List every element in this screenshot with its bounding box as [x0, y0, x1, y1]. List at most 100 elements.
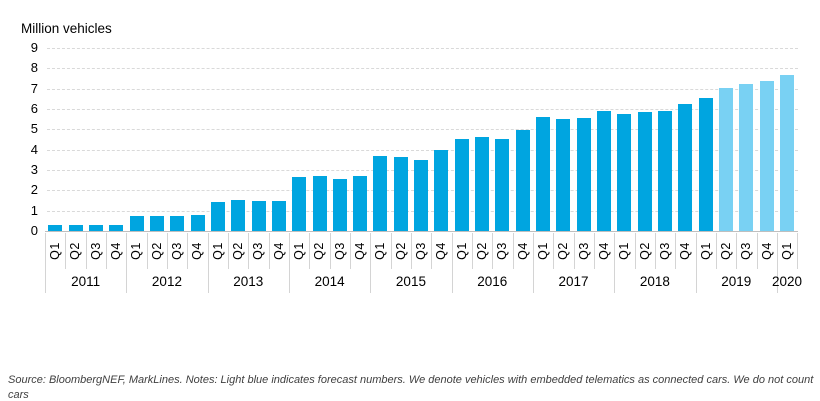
quarter-label-cell: Q4 [269, 234, 289, 268]
year-separator [126, 233, 128, 293]
quarter-label: Q4 [190, 242, 205, 260]
quarter-label-cell: Q4 [513, 234, 533, 268]
quarter-label: Q1 [129, 242, 144, 260]
quarter-label-cell: Q3 [167, 234, 187, 268]
quarter-separator [85, 233, 87, 269]
quarter-label: Q3 [495, 242, 510, 260]
quarter-label-cell: Q2 [472, 234, 492, 268]
quarter-label-cell: Q3 [492, 234, 512, 268]
quarter-label: Q4 [678, 242, 693, 260]
quarter-separator [471, 233, 473, 269]
quarter-label: Q4 [515, 242, 530, 260]
quarter-label-cell: Q2 [553, 234, 573, 268]
quarter-separator [715, 233, 717, 269]
y-axis-tick-label: 5 [30, 121, 38, 137]
quarter-label-cell: Q3 [574, 234, 594, 268]
quarter-label: Q4 [109, 242, 124, 260]
axis-end-separator [797, 233, 799, 269]
quarter-label: Q1 [536, 242, 551, 260]
quarter-separator [573, 233, 575, 269]
quarter-label-cell: Q2 [391, 234, 411, 268]
quarter-label-cell: Q4 [106, 234, 126, 268]
y-axis-tick-label: 1 [30, 202, 38, 218]
quarter-label: Q4 [271, 242, 286, 260]
x-axis-line [45, 230, 798, 232]
bar-2015-Q2 [393, 156, 408, 231]
quarter-separator [349, 233, 351, 269]
quarter-separator [309, 233, 311, 269]
quarter-label: Q4 [434, 242, 449, 260]
quarter-separator [228, 233, 229, 269]
y-axis-tick-label: 7 [30, 80, 38, 96]
quarter-label-cell: Q1 [777, 234, 797, 268]
quarter-label: Q1 [698, 242, 713, 260]
quarter-separator [248, 233, 250, 269]
quarter-label: Q1 [373, 242, 388, 260]
bar-2017-Q4 [597, 111, 612, 231]
quarter-label-cell: Q4 [675, 234, 695, 268]
bar-2016-Q3 [495, 138, 510, 231]
quarter-separator [756, 233, 758, 269]
quarter-label-cell: Q1 [45, 234, 65, 268]
bar-2015-Q3 [414, 159, 429, 231]
quarter-separator [593, 233, 595, 269]
bar-2015-Q4 [434, 149, 449, 231]
quarter-label-cell: Q1 [533, 234, 553, 268]
quarter-label: Q1 [210, 242, 225, 260]
year-label-2019: 2019 [721, 273, 752, 289]
year-separator [614, 233, 616, 293]
year-label-2011: 2011 [71, 273, 101, 289]
quarter-separator [492, 233, 494, 269]
quarter-label: Q1 [617, 242, 632, 260]
quarter-label: Q1 [780, 242, 795, 260]
quarter-separator [553, 233, 555, 269]
quarter-label: Q3 [332, 242, 347, 260]
y-axis-tick-label: 8 [30, 60, 38, 76]
bar-2014-Q1 [292, 177, 307, 231]
quarter-label: Q2 [475, 242, 490, 260]
quarter-label: Q2 [312, 242, 327, 260]
bar-2012-Q2 [149, 215, 164, 231]
quarter-label: Q4 [597, 242, 612, 260]
quarter-label-cell: Q1 [289, 234, 309, 268]
quarter-label-cell: Q3 [655, 234, 675, 268]
bar-2019-Q4 [759, 80, 774, 231]
bar-2019-Q3 [739, 83, 754, 231]
bar-2011-Q2 [68, 224, 83, 231]
year-separator [695, 233, 697, 293]
y-axis-tick-label: 9 [30, 40, 38, 56]
gridline-6 [47, 109, 798, 111]
year-separator [45, 233, 46, 293]
quarter-label-cell: Q4 [757, 234, 777, 268]
quarter-separator [431, 233, 433, 269]
quarter-label-cell: Q2 [716, 234, 736, 268]
quarter-label-cell: Q4 [350, 234, 370, 268]
bar-2013-Q4 [271, 200, 286, 231]
quarter-label: Q1 [454, 242, 469, 260]
quarter-label-cell: Q1 [126, 234, 146, 268]
bar-2013-Q1 [210, 201, 225, 231]
bar-2018-Q4 [678, 103, 693, 231]
quarter-label: Q2 [149, 242, 164, 260]
year-separator [207, 233, 209, 293]
quarter-label: Q3 [658, 242, 673, 260]
year-separator [370, 233, 372, 293]
quarter-separator [65, 233, 67, 269]
quarter-label-cell: Q2 [147, 234, 167, 268]
year-separator [289, 233, 290, 293]
bar-2017-Q1 [536, 117, 551, 231]
gridline-8 [47, 68, 798, 70]
bar-2011-Q1 [48, 224, 63, 231]
footnote-line-1: Source: BloombergNEF, MarkLines. Notes: … [8, 374, 814, 401]
bar-2020-Q1 [780, 74, 794, 231]
quarter-label: Q3 [576, 242, 591, 260]
quarter-label: Q3 [251, 242, 266, 260]
quarter-separator [410, 233, 412, 269]
quarter-separator [654, 233, 656, 269]
quarter-label-cell: Q3 [736, 234, 756, 268]
quarter-label-cell: Q2 [65, 234, 85, 268]
chart-title: Million vehicles [21, 21, 112, 36]
quarter-separator [268, 233, 270, 269]
quarter-separator [512, 233, 514, 269]
